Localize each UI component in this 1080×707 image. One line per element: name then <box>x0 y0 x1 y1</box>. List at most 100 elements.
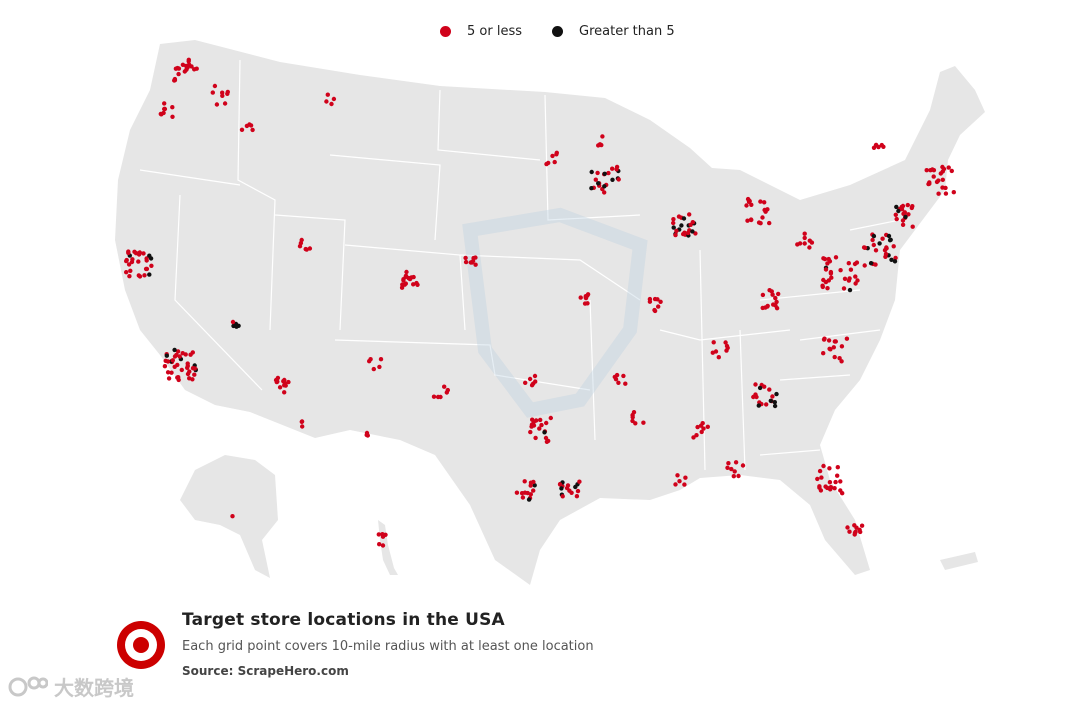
store-dot <box>853 274 858 279</box>
store-dot <box>821 463 826 469</box>
store-dot <box>538 417 543 423</box>
store-dots-layer <box>124 57 956 548</box>
store-dot <box>589 169 594 175</box>
store-dot <box>528 492 533 497</box>
store-dot <box>282 390 287 395</box>
puerto-rico-shape <box>940 552 978 570</box>
store-dot <box>431 394 437 399</box>
store-dot <box>679 223 684 228</box>
store-dot <box>170 105 175 110</box>
store-dot <box>230 514 235 519</box>
store-dot <box>835 473 840 478</box>
hawaii-shape <box>378 520 398 575</box>
store-dot <box>172 347 177 353</box>
store-dot <box>877 241 882 246</box>
store-dot <box>560 494 565 499</box>
store-dot <box>190 350 195 355</box>
store-dot <box>853 281 858 286</box>
store-dot <box>744 203 749 208</box>
store-dot <box>189 64 194 69</box>
store-dot <box>773 295 778 301</box>
store-dot <box>534 418 539 423</box>
store-dot <box>595 170 600 176</box>
store-dot <box>575 488 581 494</box>
watermark: 大数跨境 <box>8 672 134 701</box>
store-dot <box>767 220 772 226</box>
store-dot <box>623 381 628 386</box>
store-dot <box>616 177 621 182</box>
store-dot <box>473 262 478 267</box>
store-dot <box>894 216 899 222</box>
land-layer <box>115 40 985 585</box>
store-dot <box>277 385 283 390</box>
store-dot <box>838 488 843 493</box>
store-dot <box>870 237 875 243</box>
store-dot <box>832 354 837 360</box>
store-dot <box>835 465 840 470</box>
store-dot <box>756 220 762 225</box>
store-dot <box>698 423 704 428</box>
store-dot <box>747 198 752 204</box>
border-line <box>139 169 241 186</box>
store-dot <box>736 473 741 479</box>
store-dot <box>848 267 854 272</box>
store-dot <box>757 385 763 391</box>
store-dot <box>839 359 844 364</box>
store-dot <box>230 319 236 325</box>
store-dot <box>438 394 443 400</box>
store-dot <box>175 349 181 354</box>
store-dot <box>528 480 534 485</box>
store-dot <box>404 269 409 275</box>
store-dot <box>725 465 730 470</box>
store-dot <box>564 485 570 491</box>
store-dot <box>821 337 827 342</box>
store-dot <box>165 370 171 375</box>
store-dot <box>377 542 382 547</box>
store-dot <box>537 426 542 431</box>
store-dot <box>951 190 956 195</box>
store-dot <box>325 92 330 97</box>
source-credit: Source: ScrapeHero.com <box>182 664 349 678</box>
store-dot <box>828 347 833 352</box>
store-dot <box>164 353 169 358</box>
store-dot <box>275 379 280 384</box>
store-dot <box>169 370 174 375</box>
store-dot <box>136 259 141 264</box>
store-dot <box>823 279 829 285</box>
store-dot <box>307 246 313 251</box>
store-dot <box>825 261 830 266</box>
store-dot <box>442 384 447 389</box>
store-dot <box>127 274 132 279</box>
store-dot <box>463 259 469 265</box>
store-dot <box>716 355 721 360</box>
store-dot <box>682 482 687 487</box>
store-dot <box>621 373 626 379</box>
store-dot <box>192 67 197 72</box>
store-dot <box>893 255 898 261</box>
store-dot <box>946 165 951 170</box>
store-dot <box>170 358 175 363</box>
store-dot <box>559 486 564 491</box>
store-dot <box>212 83 218 89</box>
store-dot <box>760 292 766 298</box>
store-dot <box>772 400 777 405</box>
store-dot <box>331 96 337 102</box>
store-dot <box>225 89 230 95</box>
store-dot <box>676 214 682 219</box>
store-dot <box>641 420 646 425</box>
map-subtitle: Each grid point covers 10-mile radius wi… <box>182 639 594 654</box>
store-dot <box>762 200 767 205</box>
store-dot <box>532 483 537 488</box>
store-dot <box>180 351 185 356</box>
store-dot <box>815 476 820 482</box>
store-dot <box>756 403 761 408</box>
store-dot <box>675 473 680 478</box>
store-dot <box>143 266 149 272</box>
store-dot <box>740 463 746 468</box>
map-title: Target store locations in the USA <box>182 610 505 630</box>
store-dot <box>546 438 551 444</box>
store-dot <box>300 424 305 429</box>
store-dot <box>533 379 538 384</box>
store-dot <box>324 99 329 104</box>
store-dot <box>687 212 692 217</box>
